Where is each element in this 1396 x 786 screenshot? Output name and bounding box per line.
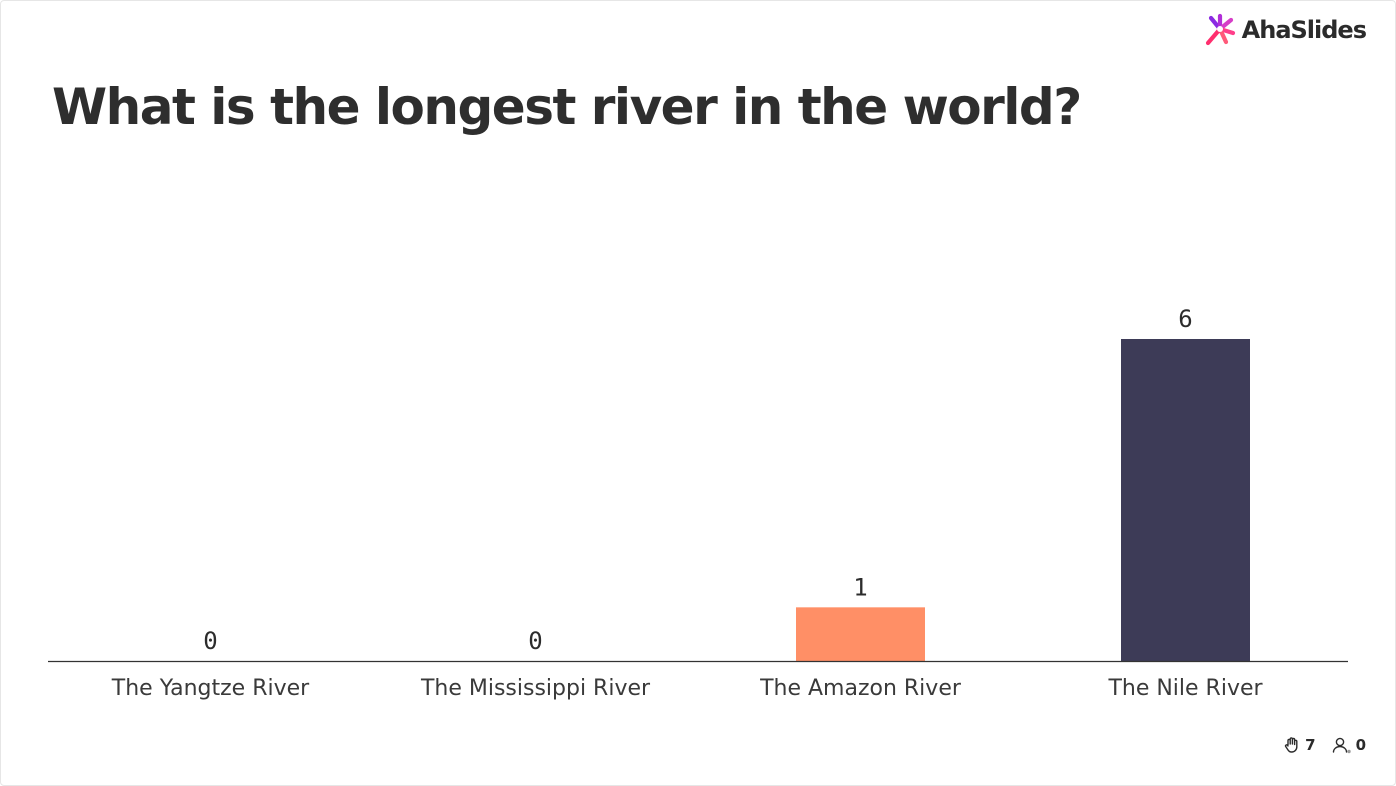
brand-logo: AhaSlides [1202, 12, 1367, 48]
participants-count: 0 [1355, 736, 1366, 754]
bar-value-label: 1 [853, 573, 867, 601]
category-label: The Nile River [1107, 676, 1263, 701]
bar-value-label: 0 [203, 627, 217, 655]
reactions-stat[interactable]: 7 [1283, 736, 1316, 754]
category-label: The Amazon River [759, 676, 962, 701]
ahaslides-logo-icon [1205, 13, 1235, 46]
slide-title: What is the longest river in the world? [52, 78, 1082, 136]
category-label: The Yangtze River [111, 676, 310, 701]
category-label: The Mississippi River [420, 676, 651, 701]
bar-value-label: 0 [528, 627, 542, 655]
logo-text: AhaSlides [1241, 16, 1367, 44]
participants-stat[interactable]: 0 [1332, 736, 1366, 754]
footer-stats: 7 0 [1283, 736, 1366, 754]
reactions-count: 7 [1305, 736, 1316, 754]
user-icon [1332, 737, 1351, 754]
bar-value-label: 6 [1178, 305, 1192, 333]
bar [796, 607, 925, 661]
bar [1121, 339, 1250, 661]
hand-icon [1284, 737, 1298, 753]
